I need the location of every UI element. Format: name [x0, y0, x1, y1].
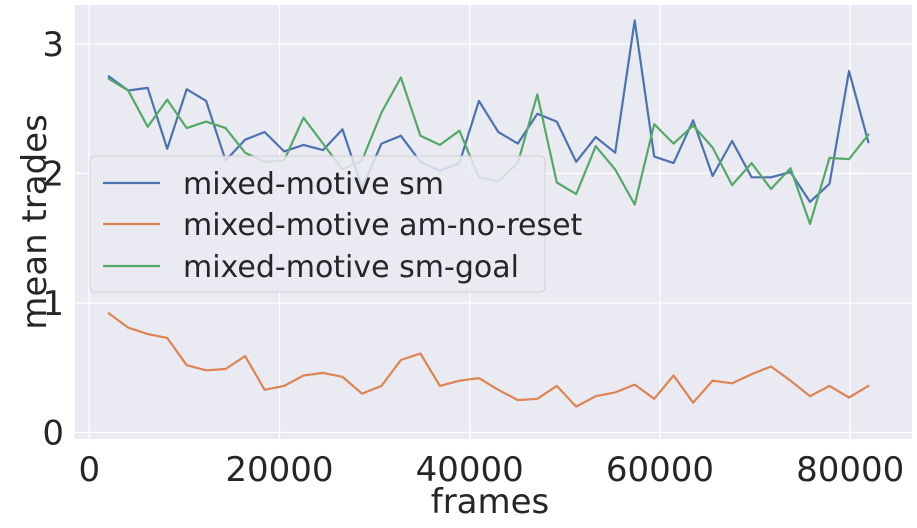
legend-label-mixed-motive-sm: mixed-motive sm [183, 167, 444, 202]
y-tick-label: 1 [42, 284, 64, 324]
x-tick-label: 20000 [225, 450, 333, 490]
y-tick-label: 3 [42, 25, 64, 65]
x-axis-label: frames [431, 482, 550, 522]
x-tick-label: 40000 [416, 450, 524, 490]
x-tick-label: 0 [78, 450, 100, 490]
legend-label-mixed-motive-sm-goal: mixed-motive sm-goal [183, 250, 519, 285]
x-tick-label: 80000 [796, 450, 904, 490]
x-tick-label: 60000 [606, 450, 714, 490]
series-line-mixed-motive-am-no-reset [107, 312, 870, 408]
x-tick-labels: 0 20000 40000 60000 80000 [78, 450, 904, 490]
y-tick-labels: 0 1 2 3 [42, 25, 64, 454]
y-axis-label: mean trades [15, 114, 55, 330]
y-tick-label: 0 [42, 414, 64, 454]
y-tick-label: 2 [42, 154, 64, 194]
legend: mixed-motive sm mixed-motive am-no-reset… [89, 155, 583, 293]
series-line-mixed-motive-sm [107, 19, 870, 203]
legend-label-mixed-motive-am-no-reset: mixed-motive am-no-reset [183, 208, 583, 243]
legend-box [89, 155, 546, 293]
